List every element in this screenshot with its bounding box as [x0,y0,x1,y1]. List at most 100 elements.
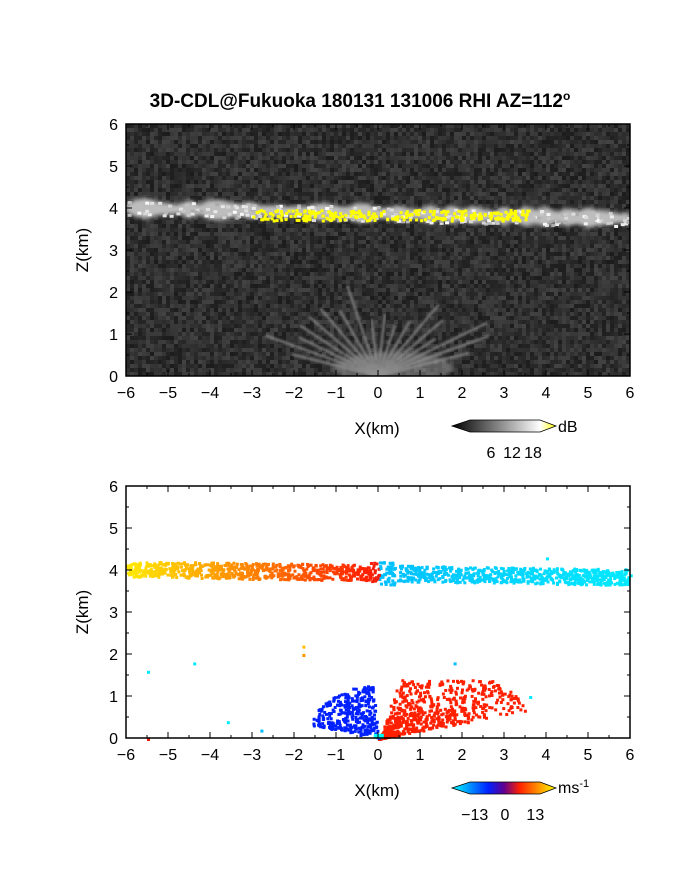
noise-pixel [262,368,266,372]
noise-pixel [138,288,142,292]
noise-pixel [210,176,214,180]
noise-pixel [178,188,182,192]
noise-pixel [202,272,206,276]
noise-pixel [354,168,358,172]
noise-pixel [266,224,270,228]
noise-pixel [366,300,370,304]
noise-pixel [254,232,258,236]
noise-pixel [326,360,330,364]
noise-pixel [434,236,438,240]
noise-pixel [326,176,330,180]
noise-pixel [150,352,154,356]
noise-pixel [422,340,426,344]
noise-pixel [302,188,306,192]
noise-pixel [222,228,226,232]
noise-pixel [414,244,418,248]
noise-pixel [330,128,334,132]
noise-pixel [370,152,374,156]
noise-pixel [306,180,310,184]
noise-pixel [182,268,186,272]
noise-pixel [178,140,182,144]
noise-pixel [286,320,290,324]
noise-pixel [418,252,422,256]
noise-pixel [334,284,338,288]
noise-pixel [390,164,394,168]
noise-pixel [314,236,318,240]
noise-pixel [234,144,238,148]
noise-pixel [430,128,434,132]
noise-pixel [406,240,410,244]
noise-pixel [266,248,270,252]
noise-pixel [298,308,302,312]
noise-pixel [242,296,246,300]
noise-pixel [286,160,290,164]
noise-pixel [354,300,358,304]
noise-pixel [378,308,382,312]
noise-pixel [222,172,226,176]
noise-pixel [390,124,394,128]
noise-pixel [126,284,130,288]
noise-pixel [162,176,166,180]
noise-pixel [154,124,158,128]
noise-pixel [410,204,414,208]
noise-pixel [254,180,258,184]
noise-pixel [218,128,222,132]
noise-pixel [170,252,174,256]
noise-pixel [378,172,382,176]
noise-pixel [290,180,294,184]
noise-pixel [246,248,250,252]
noise-pixel [402,180,406,184]
noise-pixel [218,132,222,136]
noise-pixel [322,296,326,300]
noise-pixel [234,256,238,260]
noise-pixel [330,372,334,376]
noise-pixel [286,288,290,292]
noise-pixel [386,152,390,156]
noise-pixel [258,316,262,320]
noise-pixel [222,292,226,296]
noise-pixel [362,244,366,248]
noise-pixel [206,280,210,284]
noise-pixel [226,152,230,156]
noise-pixel [250,240,254,244]
noise-pixel [250,168,254,172]
noise-pixel [366,184,370,188]
noise-pixel [310,172,314,176]
noise-pixel [214,184,218,188]
noise-pixel [130,132,134,136]
noise-pixel [214,136,218,140]
noise-pixel [130,316,134,320]
noise-pixel [246,324,250,328]
noise-pixel [154,216,158,220]
noise-pixel [370,224,374,228]
noise-pixel [294,296,298,300]
noise-pixel [354,296,358,300]
noise-pixel [302,132,306,136]
noise-pixel [282,124,286,128]
noise-pixel [134,224,138,228]
noise-pixel [130,240,134,244]
noise-pixel [262,256,266,260]
noise-pixel [430,156,434,160]
noise-pixel [438,280,442,284]
noise-pixel [346,164,350,168]
noise-pixel [374,196,378,200]
noise-pixel [174,164,178,168]
noise-pixel [186,156,190,160]
noise-pixel [158,348,162,352]
noise-pixel [318,156,322,160]
noise-pixel [330,276,334,280]
noise-pixel [166,296,170,300]
noise-pixel [170,216,174,220]
noise-pixel [334,248,338,252]
noise-pixel [294,284,298,288]
noise-pixel [170,188,174,192]
noise-pixel [410,332,414,336]
noise-pixel [286,200,290,204]
noise-pixel [370,300,374,304]
noise-pixel [154,236,158,240]
noise-pixel [366,248,370,252]
noise-pixel [262,228,266,232]
noise-pixel [298,140,302,144]
noise-pixel [342,236,346,240]
